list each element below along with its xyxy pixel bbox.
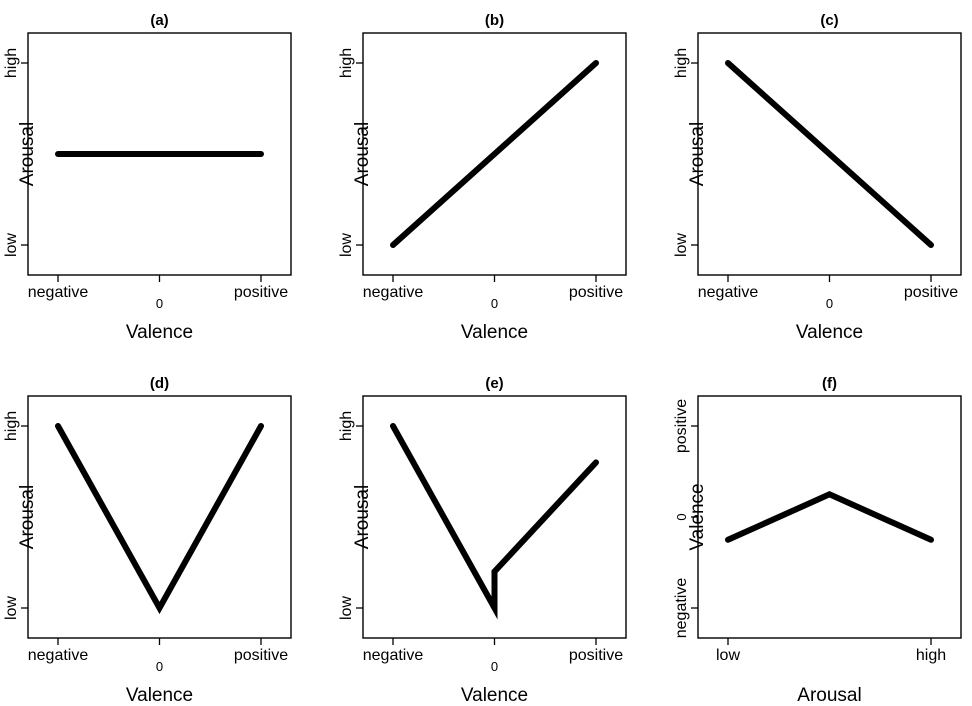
x-axis-label: Arousal	[797, 685, 861, 706]
series-line	[390, 423, 599, 620]
x-tick-label: high	[916, 647, 946, 664]
y-axis-label: Arousal	[352, 122, 373, 186]
x-tick-label: negative	[363, 647, 424, 664]
series-line	[55, 423, 264, 615]
y-tick-label: positive	[673, 399, 690, 453]
panel-f: (f) low high negative 0 positive Arousal Valenc…	[673, 375, 962, 706]
panel-d: (d) negative 0 positive low high Valence Arousa…	[3, 375, 292, 706]
x-tick-label: negative	[28, 284, 89, 301]
x-tick-label: positive	[234, 647, 288, 664]
y-tick-label: low	[673, 233, 690, 257]
y-tick-label: high	[673, 48, 690, 78]
x-axis-label: Valence	[126, 322, 193, 343]
series-line	[725, 491, 934, 543]
y-axis-label: Arousal	[17, 485, 38, 549]
panel-title: (c)	[820, 12, 838, 29]
panel-title: (d)	[150, 375, 169, 392]
x-tick-label: 0	[491, 296, 498, 311]
series-line	[390, 60, 599, 248]
y-tick-label: low	[3, 233, 20, 257]
x-tick-label: negative	[698, 284, 759, 301]
y-tick-label: low	[3, 596, 20, 620]
panel-b: (b) negative 0 positive low high Valence Arousa…	[338, 12, 627, 343]
panel-e: (e) negative 0 positive low high Valence Arousa…	[338, 375, 627, 706]
panel-title: (f)	[822, 375, 837, 392]
x-axis-label: Valence	[461, 322, 528, 343]
x-axis-label: Valence	[126, 685, 193, 706]
y-tick-label: low	[338, 233, 355, 257]
panel-title: (b)	[485, 12, 504, 29]
plot-frame	[697, 395, 962, 639]
y-axis-label: Arousal	[352, 485, 373, 549]
x-tick-label: 0	[156, 296, 163, 311]
x-axis-label: Valence	[461, 685, 528, 706]
y-tick-label: high	[3, 48, 20, 78]
plot-frame	[27, 395, 292, 639]
panel-title: (a)	[150, 12, 168, 29]
y-tick-label: high	[3, 411, 20, 441]
y-tick-label: high	[338, 48, 355, 78]
panel-a: (a) negative 0 positive low high Valence Arousa…	[3, 12, 292, 343]
panel-c: (c) negative 0 positive low high Valence Arousa…	[673, 12, 962, 343]
y-axis-label: Arousal	[687, 122, 708, 186]
x-tick-label: 0	[826, 296, 833, 311]
x-tick-label: low	[716, 647, 740, 664]
x-tick-label: 0	[491, 659, 498, 674]
series-line	[725, 60, 934, 248]
y-axis-label: Valence	[687, 483, 708, 550]
y-tick-label: high	[338, 411, 355, 441]
y-axis-label: Arousal	[17, 122, 38, 186]
x-tick-label: positive	[234, 284, 288, 301]
x-tick-label: negative	[363, 284, 424, 301]
x-tick-label: positive	[569, 284, 623, 301]
x-axis-label: Valence	[796, 322, 863, 343]
x-tick-label: positive	[569, 647, 623, 664]
panel-title: (e)	[485, 375, 503, 392]
y-tick-label: 0	[674, 513, 689, 520]
y-tick-label: negative	[673, 578, 690, 639]
x-tick-label: 0	[156, 659, 163, 674]
x-tick-label: negative	[28, 647, 89, 664]
x-tick-label: positive	[904, 284, 958, 301]
y-tick-label: low	[338, 596, 355, 620]
